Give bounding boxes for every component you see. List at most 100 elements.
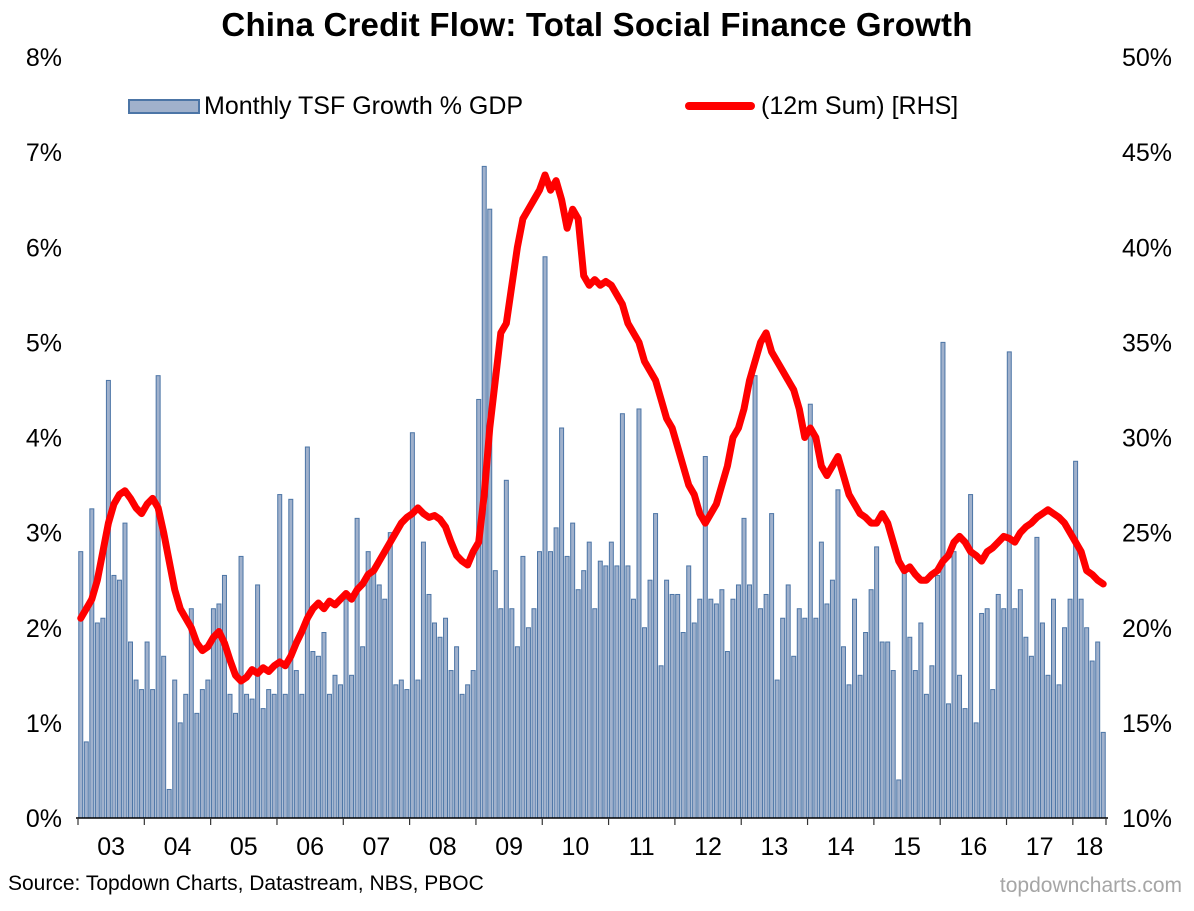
tsf-monthly-bar bbox=[890, 670, 896, 819]
tsf-monthly-bar bbox=[979, 612, 985, 819]
tsf-monthly-bar bbox=[304, 446, 310, 819]
bar-series-label: Monthly TSF Growth % GDP bbox=[204, 91, 524, 120]
right-axis-tick-label: 15% bbox=[1122, 710, 1172, 738]
tsf-monthly-bar bbox=[1012, 608, 1018, 819]
right-axis-tick-label: 35% bbox=[1122, 329, 1172, 357]
tsf-monthly-bar bbox=[194, 712, 200, 819]
tsf-monthly-bar bbox=[393, 684, 399, 819]
tsf-monthly-bar bbox=[476, 398, 482, 819]
tsf-monthly-bar bbox=[995, 593, 1001, 819]
tsf-monthly-bar bbox=[680, 632, 686, 819]
tsf-monthly-bar bbox=[376, 584, 382, 819]
tsf-monthly-bar bbox=[719, 589, 725, 819]
tsf-monthly-bar bbox=[553, 527, 559, 819]
line-series-swatch bbox=[685, 102, 755, 110]
tsf-monthly-bar bbox=[520, 555, 526, 819]
tsf-monthly-bar bbox=[310, 651, 316, 819]
tsf-monthly-bar bbox=[371, 570, 377, 819]
x-axis-year-label: 08 bbox=[429, 833, 457, 861]
tsf-monthly-bar bbox=[503, 479, 509, 819]
x-axis-year-label: 04 bbox=[164, 833, 192, 861]
x-axis-year-label: 17 bbox=[1026, 833, 1054, 861]
tsf-monthly-bar bbox=[608, 541, 614, 819]
left-axis-tick-label: 8% bbox=[26, 44, 62, 72]
tsf-monthly-bar bbox=[664, 579, 670, 819]
tsf-monthly-bar bbox=[1084, 627, 1090, 819]
x-axis-year-label: 12 bbox=[694, 833, 722, 861]
tsf-monthly-bar bbox=[1034, 536, 1040, 819]
tsf-monthly-bar bbox=[315, 655, 321, 819]
tsf-monthly-bar bbox=[150, 689, 156, 819]
tsf-monthly-bar bbox=[564, 555, 570, 819]
tsf-monthly-bar bbox=[221, 574, 227, 819]
tsf-monthly-bar bbox=[459, 693, 465, 819]
tsf-monthly-bar bbox=[365, 551, 371, 819]
tsf-monthly-bar bbox=[387, 532, 393, 819]
tsf-monthly-bar bbox=[1073, 460, 1079, 819]
tsf-monthly-bar bbox=[586, 541, 592, 819]
x-axis-year-label: 14 bbox=[827, 833, 855, 861]
tsf-monthly-bar bbox=[829, 579, 835, 819]
tsf-monthly-bar bbox=[454, 646, 460, 819]
tsf-monthly-bar bbox=[133, 679, 139, 819]
left-axis-tick-label: 5% bbox=[26, 329, 62, 357]
right-axis-tick-label: 50% bbox=[1122, 44, 1172, 72]
tsf-monthly-bar bbox=[1089, 660, 1095, 819]
x-axis-year-label: 07 bbox=[363, 833, 391, 861]
tsf-monthly-bar bbox=[183, 693, 189, 819]
source-text: Source: Topdown Charts, Datastream, NBS,… bbox=[8, 872, 484, 895]
tsf-monthly-bar bbox=[1039, 622, 1045, 819]
tsf-monthly-bar bbox=[780, 617, 786, 819]
tsf-monthly-bar bbox=[741, 517, 747, 819]
tsf-monthly-bar bbox=[796, 608, 802, 819]
tsf-monthly-bar bbox=[874, 546, 880, 819]
tsf-monthly-bar bbox=[619, 413, 625, 819]
tsf-monthly-bar bbox=[1067, 598, 1073, 819]
tsf-monthly-bar bbox=[542, 256, 548, 819]
watermark-link[interactable]: topdowncharts.com bbox=[999, 874, 1182, 897]
tsf-monthly-bar bbox=[614, 565, 620, 819]
tsf-monthly-bar bbox=[597, 560, 603, 819]
tsf-monthly-bar bbox=[1017, 589, 1023, 819]
tsf-monthly-bar bbox=[630, 598, 636, 819]
tsf-monthly-bar bbox=[691, 622, 697, 819]
tsf-monthly-bar bbox=[763, 593, 769, 819]
tsf-monthly-bar bbox=[957, 674, 963, 819]
tsf-monthly-bar bbox=[382, 598, 388, 819]
tsf-monthly-bar bbox=[431, 622, 437, 819]
right-axis-tick-label: 30% bbox=[1122, 425, 1172, 453]
tsf-monthly-bar bbox=[791, 655, 797, 819]
tsf-monthly-bar bbox=[724, 651, 730, 819]
tsf-monthly-bar bbox=[818, 541, 824, 819]
tsf-monthly-bar bbox=[923, 693, 929, 819]
tsf-monthly-bar bbox=[1056, 684, 1062, 819]
tsf-monthly-bar bbox=[824, 603, 830, 819]
legend: Monthly TSF Growth % GDP (12m Sum) [RHS] bbox=[0, 88, 1194, 124]
left-axis-tick-label: 7% bbox=[26, 139, 62, 167]
tsf-monthly-bar bbox=[1078, 598, 1084, 819]
tsf-monthly-bar bbox=[785, 584, 791, 819]
tsf-monthly-bar bbox=[498, 608, 504, 819]
tsf-monthly-bar bbox=[509, 608, 515, 819]
tsf-monthly-bar bbox=[984, 608, 990, 819]
tsf-monthly-bar bbox=[1100, 731, 1106, 819]
legend-item-line: (12m Sum) [RHS] bbox=[685, 88, 958, 124]
tsf-monthly-bar bbox=[1001, 608, 1007, 819]
tsf-monthly-bar bbox=[409, 432, 415, 819]
tsf-monthly-bar bbox=[465, 684, 471, 819]
tsf-monthly-bar bbox=[846, 684, 852, 819]
tsf-monthly-bar bbox=[448, 670, 454, 819]
tsf-monthly-bar bbox=[807, 403, 813, 819]
left-axis-tick-label: 3% bbox=[26, 520, 62, 548]
line-series-label: (12m Sum) [RHS] bbox=[761, 91, 959, 120]
tsf-monthly-bar bbox=[266, 689, 272, 819]
x-axis-year-label: 10 bbox=[562, 833, 590, 861]
x-axis-year-label: 05 bbox=[230, 833, 258, 861]
tsf-monthly-bar bbox=[94, 622, 100, 819]
right-axis-tick-label: 45% bbox=[1122, 139, 1172, 167]
tsf-monthly-bar bbox=[885, 641, 891, 819]
x-axis-year-label: 03 bbox=[97, 833, 125, 861]
tsf-monthly-bar bbox=[531, 608, 537, 819]
